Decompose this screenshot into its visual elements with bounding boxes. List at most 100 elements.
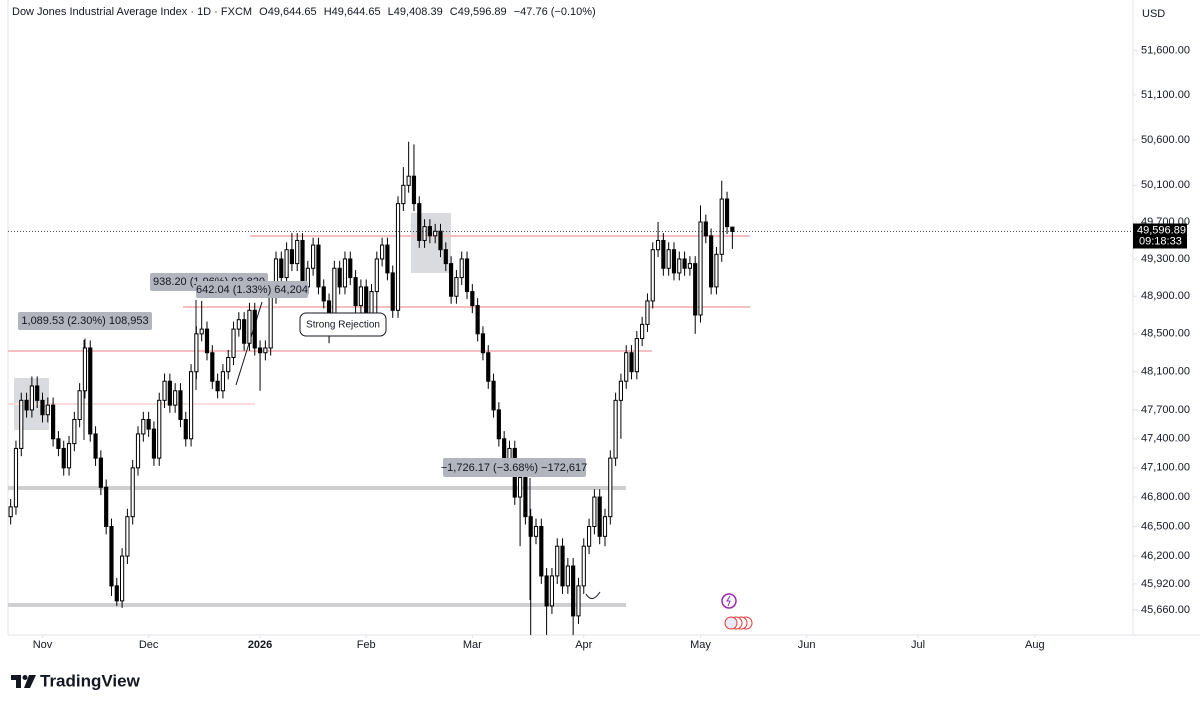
candle-body xyxy=(380,244,385,260)
y-tick-label: 48,500.00 xyxy=(1141,328,1190,340)
y-tick-label: 50,100.00 xyxy=(1141,179,1190,191)
candle-body xyxy=(178,390,183,421)
candle-body xyxy=(358,286,363,307)
measure-label-box xyxy=(443,458,586,477)
x-tick-label: 2026 xyxy=(248,639,272,651)
candle-body xyxy=(146,419,151,430)
last-price-label: 49,596.89 xyxy=(1137,224,1186,236)
candle-body xyxy=(93,433,98,459)
currency-label: USD xyxy=(1142,8,1165,20)
candle-body xyxy=(677,258,682,274)
header: Dow Jones Industrial Average Index · 1D … xyxy=(12,6,600,18)
x-tick-label: Nov xyxy=(33,639,53,651)
candle-body xyxy=(72,419,77,445)
candle-body xyxy=(321,286,326,302)
candle-body xyxy=(311,244,316,269)
candle-body xyxy=(459,258,464,279)
candle-body xyxy=(571,565,576,617)
candle-body xyxy=(24,399,29,411)
candle-body xyxy=(364,286,369,316)
ohlc-value: O49,644.65 xyxy=(259,6,317,18)
candle-body xyxy=(98,457,103,488)
candle-body xyxy=(618,380,624,401)
candle-body xyxy=(374,258,379,293)
candle-body xyxy=(533,525,539,537)
candle-body xyxy=(480,333,486,354)
candle-body xyxy=(279,258,284,279)
y-tick-label: 51,600.00 xyxy=(1141,44,1190,56)
candle-body xyxy=(475,305,480,335)
candle-body xyxy=(316,244,321,288)
candle-body xyxy=(714,253,719,288)
candle-body xyxy=(268,295,273,349)
x-tick-label: Feb xyxy=(357,639,376,651)
ohlc-value: H49,644.65 xyxy=(323,6,381,18)
candle-body xyxy=(730,226,735,233)
last-price-tag xyxy=(1133,223,1187,249)
candle-body xyxy=(693,263,698,316)
logo-mark xyxy=(24,675,36,688)
candle-body xyxy=(114,585,119,602)
candle-body xyxy=(645,300,650,325)
candle-body xyxy=(433,230,438,237)
candle-body xyxy=(464,258,470,293)
candle-body xyxy=(88,347,93,435)
x-tick-label: Dec xyxy=(139,639,159,651)
candle-body xyxy=(687,263,692,269)
y-tick-label: 46,200.00 xyxy=(1141,550,1190,562)
event-icon-glyph xyxy=(726,595,731,607)
y-tick-label: 48,900.00 xyxy=(1141,290,1190,302)
symbol-title: Dow Jones Industrial Average Index · 1D … xyxy=(12,6,253,18)
candle-body xyxy=(29,385,34,411)
candle-body xyxy=(8,506,13,518)
candle-body xyxy=(247,309,252,344)
candle-body xyxy=(204,328,210,354)
candle-body xyxy=(486,352,491,382)
candle-body xyxy=(549,575,555,607)
candle-body xyxy=(295,239,300,265)
candle-body xyxy=(162,380,167,401)
callout-box xyxy=(299,312,387,337)
logo-mark xyxy=(11,675,21,688)
ohlc-value: L49,408.39 xyxy=(387,6,443,18)
candle-body xyxy=(19,399,24,449)
candle-body xyxy=(655,239,661,251)
candle-body xyxy=(411,175,417,205)
candle-body xyxy=(188,371,194,440)
candle-body xyxy=(66,443,72,469)
candle-body xyxy=(634,338,639,373)
candle-body xyxy=(682,258,687,269)
y-tick-label: 48,100.00 xyxy=(1141,366,1190,378)
candle-body xyxy=(650,249,655,302)
candle-body xyxy=(210,352,215,382)
candle-body xyxy=(454,277,459,297)
x-tick-label: Aug xyxy=(1025,639,1045,651)
y-tick-label: 50,600.00 xyxy=(1141,134,1190,146)
candle-body xyxy=(353,277,358,307)
candle-body xyxy=(337,267,342,288)
candle-body xyxy=(300,239,305,288)
candle-body xyxy=(417,203,422,241)
candle-body xyxy=(544,575,549,607)
candle-body xyxy=(125,516,130,557)
candle-body xyxy=(719,198,724,255)
candle-body xyxy=(597,496,602,537)
measure-label: −1,726.17 (−3.68%) −172,617 xyxy=(441,462,587,474)
candle-body xyxy=(592,496,597,527)
candle-body xyxy=(724,198,730,228)
candle-body xyxy=(443,249,448,265)
y-tick-label: 45,920.00 xyxy=(1141,578,1190,590)
candle-body xyxy=(608,457,613,518)
candle-body xyxy=(703,221,708,237)
candle-body xyxy=(120,555,125,602)
candle-body xyxy=(332,267,337,316)
event-icons xyxy=(721,593,753,630)
candle-body xyxy=(77,390,82,421)
candle-body xyxy=(395,203,401,311)
candle-body xyxy=(257,347,263,354)
candle-body xyxy=(539,525,544,577)
candle-body xyxy=(555,545,560,577)
